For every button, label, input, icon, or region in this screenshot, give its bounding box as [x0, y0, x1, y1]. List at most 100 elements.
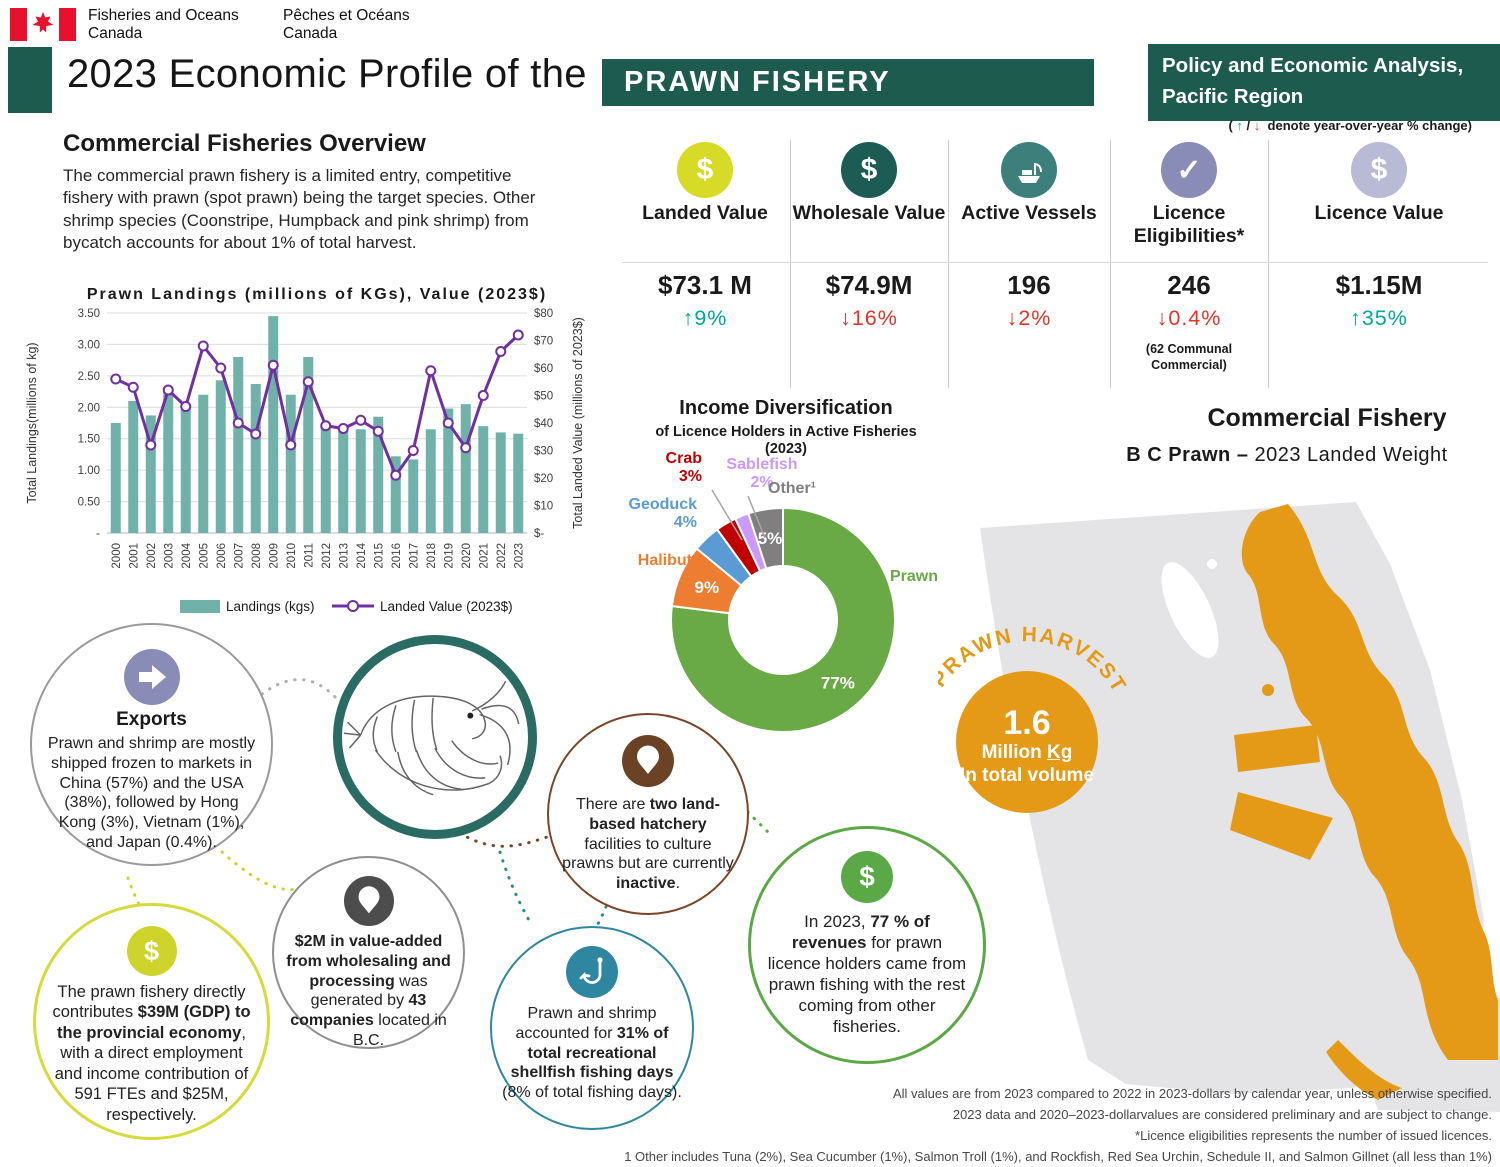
svg-text:2000: 2000 [111, 543, 123, 569]
stat-licence-eligibilities: ✓ Licence Eligibilities* 246 ↓0.4% (62 C… [1110, 142, 1268, 392]
stat-change: ↓2% [1006, 306, 1052, 330]
dollar-icon: $ [126, 926, 177, 976]
stat-change: ↑35% [1350, 306, 1408, 330]
stat-value: $74.9M [825, 270, 913, 300]
dollar-icon: $ [841, 851, 893, 903]
stat-label: Active Vessels [961, 202, 1097, 224]
footnote-line: 2023 data and 2020–2023-dollarvalues are… [952, 1107, 1492, 1123]
dept-name-fr: Pêches et Océans Canada [283, 7, 410, 42]
svg-text:Landed Value (2023$): Landed Value (2023$) [380, 599, 513, 614]
divider [1110, 140, 1111, 388]
svg-text:2017: 2017 [408, 543, 420, 569]
footnote-line: 1 Other includes Tuna (2%), Sea Cucumber… [624, 1149, 1492, 1165]
map-heading: Commercial Fishery [1207, 404, 1447, 432]
stat-value: $73.1 M [658, 270, 752, 300]
svg-text:5%: 5% [758, 529, 783, 548]
donut-title: Income Diversification [679, 397, 893, 419]
svg-text:2011: 2011 [303, 543, 315, 568]
stat-value: $1.15M [1335, 270, 1423, 300]
svg-text:2.00: 2.00 [78, 402, 100, 414]
yoy-change-note: ( ↑ / ↓ denote year-over-year % change) [1228, 118, 1472, 133]
donut-label-halibut: Halibut [637, 552, 692, 569]
policy-banner: Policy and Economic Analysis, Pacific Re… [1148, 44, 1500, 121]
prawn-illustration [333, 635, 537, 839]
arrow-right-icon [123, 649, 180, 705]
svg-text:2014: 2014 [356, 542, 368, 568]
svg-text:2009: 2009 [268, 543, 280, 569]
callout-value-added: $2M in value-added from wholesaling and … [272, 856, 465, 1049]
revenue-body: In 2023, 77 % of revenues for prawn lice… [767, 912, 967, 1037]
fishing-hook-icon [566, 946, 618, 998]
svg-text:2005: 2005 [198, 543, 210, 569]
boat-icon [1001, 142, 1057, 198]
svg-text:2008: 2008 [251, 543, 263, 569]
exports-body: Prawn and shrimp are mostly shipped froz… [47, 735, 256, 852]
stat-licence-value: $ Licence Value $1.15M ↑35% [1268, 142, 1490, 392]
svg-text:$70: $70 [534, 336, 553, 348]
svg-text:2007: 2007 [233, 543, 245, 569]
stat-label: Wholesale Value [792, 202, 946, 224]
svg-text:Prawn Landings (millions of KG: Prawn Landings (millions of KGs), Value … [87, 286, 547, 303]
svg-text:2.50: 2.50 [78, 371, 100, 383]
footnote-line: *Licence eligibilities represents the nu… [1135, 1128, 1492, 1144]
svg-text:$60: $60 [534, 363, 553, 375]
map-harvest-areas [1230, 504, 1498, 1100]
gdp-body: The prawn fishery directly contributes $… [52, 983, 251, 1124]
svg-text:2006: 2006 [216, 543, 228, 569]
green-accent-square [8, 47, 52, 113]
donut-label-sablefish: Sablefish 2% [726, 456, 798, 492]
svg-text:$-: $- [534, 528, 544, 540]
svg-text:2023: 2023 [513, 543, 525, 569]
divider [948, 140, 949, 388]
fishery-banner: PRAWN FISHERY [602, 59, 1094, 106]
exports-title: Exports [116, 709, 187, 730]
svg-text:2019: 2019 [443, 543, 455, 569]
svg-text:Total Landed Value (millions o: Total Landed Value (millions of 2023$) [571, 317, 585, 529]
income-diversification-donut: 77% 9% 5% [670, 506, 896, 733]
svg-text:-: - [96, 528, 100, 540]
footnotes: All values are from 2023 compared to 202… [492, 1083, 1492, 1167]
donut-year: (2023) [765, 441, 807, 457]
svg-text:9%: 9% [695, 578, 720, 597]
prawn-sketch-icon [343, 680, 520, 796]
svg-text:$10: $10 [534, 501, 553, 513]
svg-text:2002: 2002 [146, 543, 158, 569]
stat-value: 196 [1007, 270, 1051, 300]
svg-text:2012: 2012 [321, 543, 333, 569]
harvest-badge-text: 1.6 Million Kg In total volume [957, 704, 1097, 788]
bc-coast-map: PRAWN HARVEST [938, 502, 1500, 1112]
svg-text:2010: 2010 [286, 543, 298, 569]
svg-text:2004: 2004 [181, 542, 193, 568]
svg-text:$20: $20 [534, 473, 553, 485]
overview-heading: Commercial Fisheries Overview [63, 130, 426, 157]
harvest-unit: Million Kg [981, 742, 1073, 764]
hatchery-body: There are two land-based hatchery facili… [562, 796, 734, 893]
overview-body: The commercial prawn fishery is a limite… [63, 166, 536, 253]
callout-revenue: $ In 2023, 77 % of revenues for prawn li… [748, 826, 986, 1064]
dept-name-en: Fisheries and Oceans Canada [88, 7, 239, 42]
svg-text:$40: $40 [534, 418, 553, 430]
stat-label: Licence Value [1314, 202, 1444, 224]
stat-change: ↑9% [682, 306, 728, 330]
callout-gdp: $ The prawn fishery directly contributes… [33, 903, 270, 1140]
stat-wholesale-value: $ Wholesale Value $74.9M ↓16% [790, 142, 948, 392]
value-added-body: $2M in value-added from wholesaling and … [286, 933, 451, 1050]
donut-subtitle: of Licence Holders in Active Fisheries [655, 424, 917, 440]
svg-text:2001: 2001 [128, 543, 140, 569]
stat-landed-value: $ Landed Value $73.1 M ↑9% [620, 142, 790, 392]
divider [1268, 140, 1269, 388]
svg-text:0.50: 0.50 [78, 497, 100, 509]
svg-text:2013: 2013 [338, 543, 350, 569]
map-pin-icon [622, 735, 674, 787]
svg-text:3.00: 3.00 [78, 339, 100, 351]
callout-recreation: Prawn and shrimp accounted for 31% of to… [490, 926, 694, 1130]
stat-change: ↓16% [840, 306, 898, 330]
stat-change: ↓0.4% [1156, 306, 1222, 330]
down-arrow-icon: ↓ [1253, 118, 1261, 133]
svg-text:$80: $80 [534, 308, 553, 320]
svg-text:1.00: 1.00 [78, 465, 100, 477]
svg-text:3.50: 3.50 [78, 308, 100, 320]
stat-label: Licence Eligibilities* [1133, 202, 1245, 247]
dollar-icon: $ [1351, 142, 1407, 198]
svg-text:Landings (kgs): Landings (kgs) [226, 599, 315, 614]
